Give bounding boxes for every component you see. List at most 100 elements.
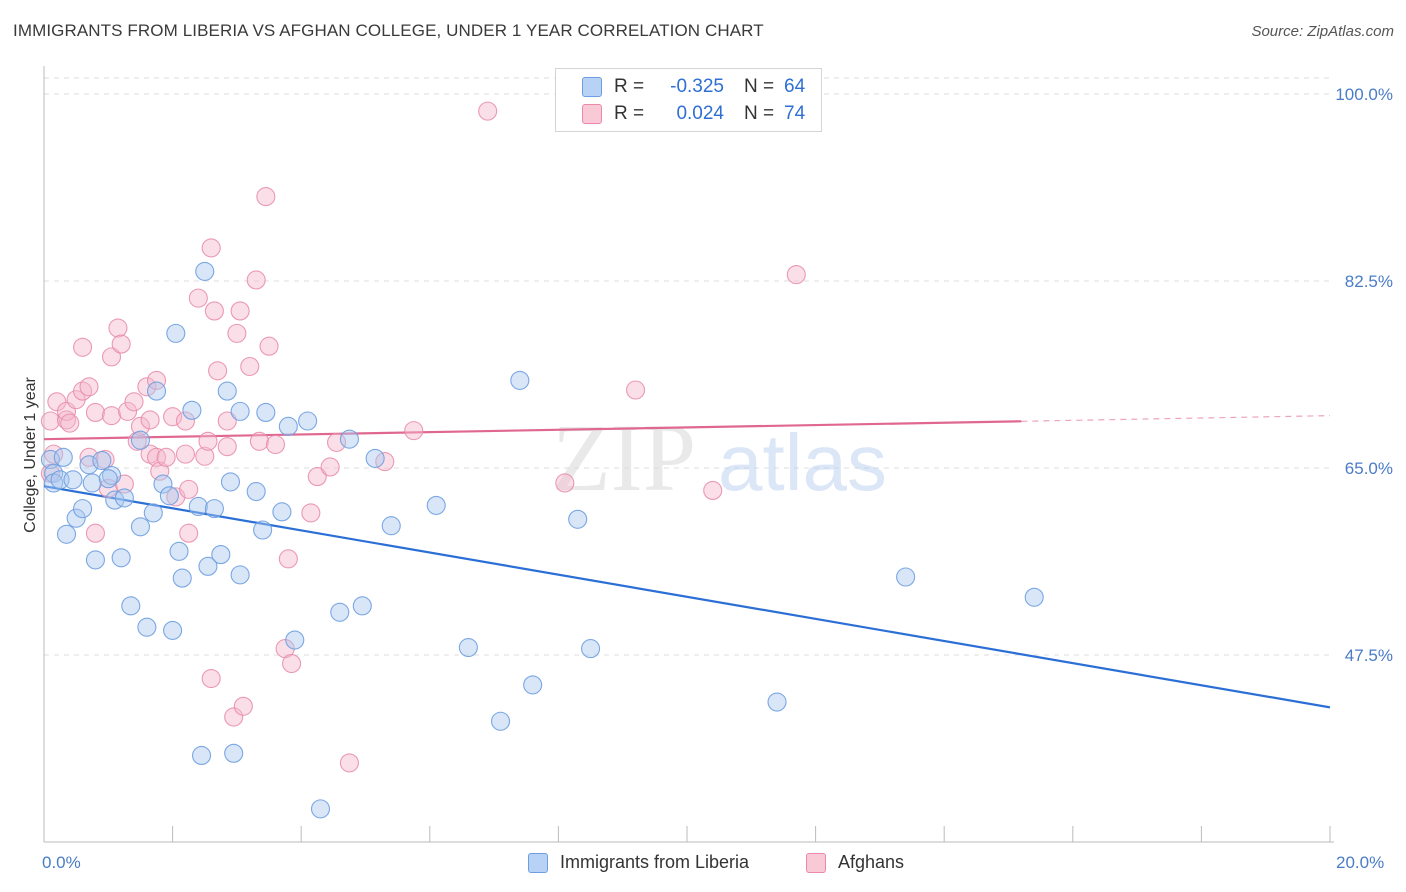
- liberia-point: [220, 472, 241, 492]
- liberia-point: [217, 381, 237, 401]
- liberia-point: [352, 596, 372, 616]
- liberia-point: [137, 617, 157, 637]
- afghans-point: [320, 457, 340, 477]
- liberia-point: [146, 381, 167, 401]
- liberia-point: [310, 799, 331, 819]
- legend-item-afghans[interactable]: Afghans: [806, 852, 904, 873]
- liberia-point: [490, 711, 511, 731]
- liberia-point: [130, 517, 150, 537]
- afghans-point: [175, 411, 196, 431]
- afghans-point: [111, 334, 131, 354]
- liberia-point: [66, 508, 86, 528]
- afghans-point: [246, 270, 266, 290]
- liberia-point: [159, 486, 179, 506]
- y-tick-label: 82.5%: [1345, 272, 1393, 291]
- afghans-point: [198, 431, 218, 451]
- liberia-point: [330, 602, 350, 622]
- legend-n-label: N =: [744, 103, 775, 124]
- legend-label-liberia: Immigrants from Liberia: [560, 852, 750, 872]
- series-legend: Immigrants from Liberia Afghans: [0, 852, 1406, 876]
- trend-line-liberia: [43, 485, 1331, 709]
- legend-swatch-pink: [582, 104, 602, 124]
- liberia-point: [114, 488, 134, 508]
- y-tick-label: 65.0%: [1345, 459, 1393, 478]
- liberia-point: [256, 402, 276, 423]
- legend-r-label: R =: [614, 76, 645, 97]
- y-tick-labels: 100.0% 82.5% 65.0% 47.5%: [1335, 85, 1393, 665]
- liberia-point: [896, 567, 916, 587]
- liberia-point: [182, 400, 202, 420]
- liberia-point: [510, 370, 530, 390]
- axes: [43, 66, 1334, 843]
- correlation-legend: R = -0.325 N = 64 R = 0.024 N = 74: [555, 68, 822, 132]
- afghans-point: [188, 288, 208, 308]
- legend-item-liberia[interactable]: Immigrants from Liberia: [528, 852, 749, 873]
- liberia-point: [580, 639, 601, 659]
- liberia-point: [230, 401, 250, 421]
- afghans-point: [227, 323, 247, 343]
- liberia-point: [211, 545, 231, 565]
- afghans-point: [179, 523, 199, 543]
- liberia-point: [198, 556, 218, 576]
- afghans-point: [217, 437, 237, 457]
- liberia-point: [63, 470, 83, 490]
- afghans-point: [40, 411, 60, 431]
- liberia-point: [381, 516, 401, 536]
- legend-r-label: R =: [614, 103, 645, 124]
- afghans-point: [259, 336, 279, 356]
- liberia-point: [101, 465, 122, 486]
- liberia-point: [204, 499, 224, 519]
- liberia-point: [458, 637, 478, 658]
- legend-n-value: 64: [784, 76, 806, 97]
- afghans-point: [137, 377, 157, 397]
- liberia-point: [56, 524, 77, 544]
- afghans-point: [124, 392, 144, 412]
- afghans-point: [339, 753, 359, 773]
- liberia-point: [166, 323, 186, 343]
- afghans-point: [85, 523, 105, 543]
- afghans-point: [108, 318, 128, 338]
- liberia-point: [92, 450, 112, 471]
- liberia-point: [272, 502, 292, 522]
- liberia-point: [339, 429, 359, 449]
- liberia-point: [285, 630, 305, 650]
- afghans-point: [175, 444, 196, 464]
- afghans-point: [130, 416, 150, 436]
- legend-swatch-blue: [582, 77, 602, 97]
- afghans-point: [217, 411, 237, 431]
- legend-swatch-blue: [528, 852, 548, 873]
- liberia-point: [568, 509, 588, 529]
- afghans-point: [101, 347, 122, 367]
- afghans-point: [79, 377, 99, 397]
- liberia-point: [111, 548, 131, 568]
- afghans-point: [224, 707, 244, 727]
- afghans-point: [327, 432, 347, 452]
- afghans-point: [118, 401, 138, 421]
- afghans-point: [404, 421, 424, 441]
- watermark-atlas: atlas: [718, 418, 887, 507]
- afghans-point: [201, 238, 221, 258]
- liberia-point: [153, 474, 173, 494]
- chart-title: IMMIGRANTS FROM LIBERIA VS AFGHAN COLLEG…: [13, 21, 764, 40]
- afghans-point: [208, 361, 228, 381]
- liberia-point: [253, 520, 273, 540]
- liberia-point: [98, 469, 118, 489]
- afghans-point: [195, 446, 215, 466]
- y-tick-label: 47.5%: [1345, 646, 1393, 665]
- x-tick-left: 0.0%: [42, 853, 81, 872]
- afghans-point: [179, 479, 199, 499]
- legend-r-value: -0.325: [670, 76, 724, 97]
- afghans-point: [140, 410, 160, 430]
- afghans-point: [278, 549, 298, 569]
- legend-n-label: N =: [744, 76, 775, 97]
- liberia-point: [1024, 587, 1044, 607]
- liberia-point: [298, 411, 318, 431]
- liberia-point: [523, 675, 543, 695]
- liberia-point: [53, 447, 73, 467]
- y-axis-label: College, Under 1 year: [22, 377, 39, 533]
- afghans-point: [301, 503, 321, 523]
- liberia-point: [143, 503, 163, 523]
- trend-line-afghans-dashed: [1021, 415, 1331, 422]
- liberia-point: [278, 416, 298, 436]
